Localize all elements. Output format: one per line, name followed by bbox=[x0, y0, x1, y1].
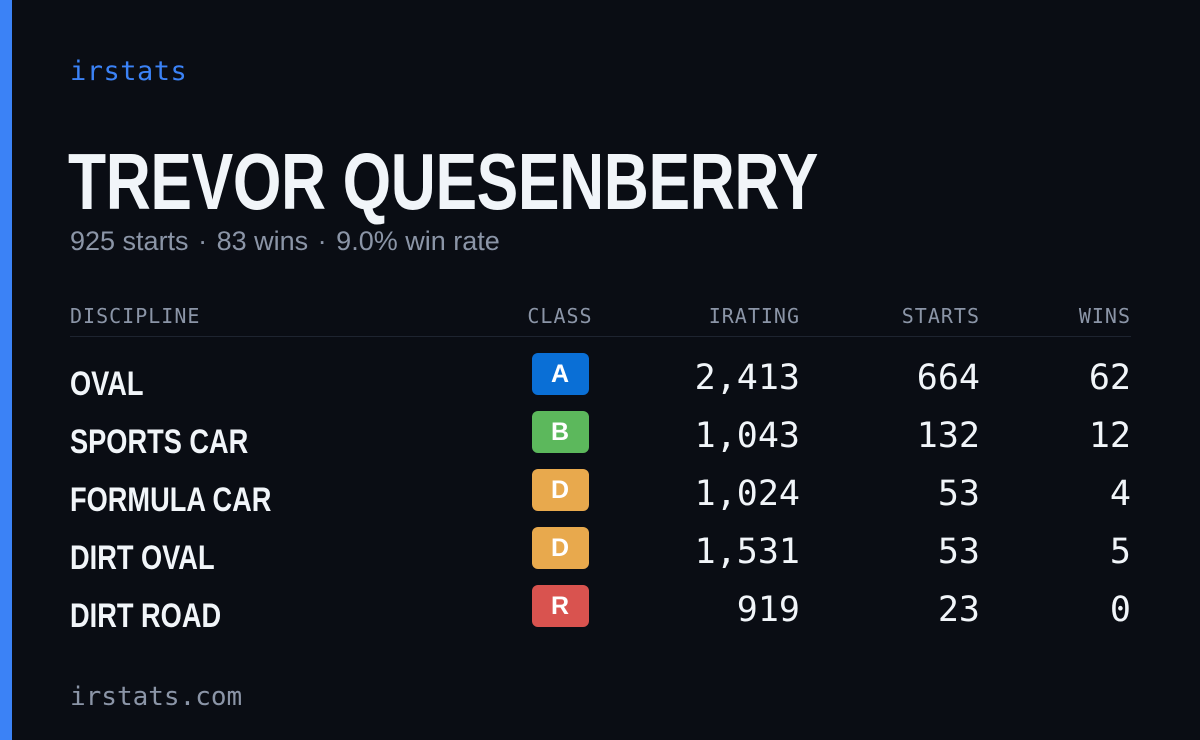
class-cell: B bbox=[490, 407, 630, 465]
brand-logo-text: irstats bbox=[70, 56, 188, 87]
irating-cell: 1,531 bbox=[694, 532, 800, 572]
table-row: DIRT OVAL D 1,531 53 5 bbox=[70, 523, 1131, 581]
header-discipline: DISCIPLINE bbox=[70, 296, 490, 337]
starts-cell: 664 bbox=[916, 358, 980, 398]
summary-starts: 925 starts bbox=[70, 226, 189, 256]
driver-summary: 925 starts · 83 wins · 9.0% win rate bbox=[70, 226, 500, 257]
discipline-cell: SPORTS CAR bbox=[70, 407, 490, 465]
footer-url: irstats.com bbox=[70, 682, 243, 712]
table-row: SPORTS CAR B 1,043 132 12 bbox=[70, 407, 1131, 465]
class-cell: A bbox=[490, 337, 630, 408]
discipline-cell: DIRT OVAL bbox=[70, 523, 490, 581]
discipline-label: SPORTS CAR bbox=[70, 422, 249, 461]
discipline-label: DIRT OVAL bbox=[70, 538, 215, 577]
table-row: OVAL A 2,413 664 62 bbox=[70, 337, 1131, 408]
stats-table: DISCIPLINE CLASS IRATING STARTS WINS OVA… bbox=[70, 296, 1131, 639]
license-class-badge: D bbox=[531, 527, 589, 569]
starts-cell: 23 bbox=[937, 590, 980, 630]
header-wins: WINS bbox=[980, 296, 1131, 337]
license-class-badge: D bbox=[531, 469, 589, 511]
table-row: FORMULA CAR D 1,024 53 4 bbox=[70, 465, 1131, 523]
wins-cell: 5 bbox=[1109, 532, 1131, 572]
header-starts: STARTS bbox=[800, 296, 980, 337]
class-cell: D bbox=[490, 523, 630, 581]
accent-bar bbox=[0, 0, 12, 740]
license-class-badge: B bbox=[531, 411, 589, 453]
discipline-cell: DIRT ROAD bbox=[70, 581, 490, 639]
license-class-badge: A bbox=[531, 353, 589, 395]
wins-cell: 0 bbox=[1109, 590, 1131, 630]
starts-cell: 53 bbox=[937, 474, 980, 514]
discipline-label: OVAL bbox=[70, 364, 144, 403]
wins-cell: 12 bbox=[1088, 416, 1131, 456]
discipline-label: FORMULA CAR bbox=[70, 480, 272, 519]
irating-cell: 1,024 bbox=[694, 474, 800, 514]
summary-separator: · bbox=[317, 226, 327, 256]
discipline-cell: FORMULA CAR bbox=[70, 465, 490, 523]
table-row: DIRT ROAD R 919 23 0 bbox=[70, 581, 1131, 639]
discipline-cell: OVAL bbox=[70, 337, 490, 408]
table-header-row: DISCIPLINE CLASS IRATING STARTS WINS bbox=[70, 296, 1131, 337]
wins-cell: 62 bbox=[1088, 358, 1131, 398]
starts-cell: 132 bbox=[916, 416, 980, 456]
header-class: CLASS bbox=[490, 296, 630, 337]
summary-win-rate: 9.0% win rate bbox=[336, 226, 500, 256]
discipline-label: DIRT ROAD bbox=[70, 596, 222, 635]
header-irating: IRATING bbox=[630, 296, 800, 337]
license-class-badge: R bbox=[531, 585, 589, 627]
summary-separator: · bbox=[198, 226, 208, 256]
class-cell: D bbox=[490, 465, 630, 523]
irating-cell: 919 bbox=[736, 590, 800, 630]
irating-cell: 2,413 bbox=[694, 358, 800, 398]
class-cell: R bbox=[490, 581, 630, 639]
summary-wins: 83 wins bbox=[216, 226, 309, 256]
driver-name: TREVOR QUESENBERRY bbox=[68, 137, 818, 226]
starts-cell: 53 bbox=[937, 532, 980, 572]
wins-cell: 4 bbox=[1109, 474, 1131, 514]
irating-cell: 1,043 bbox=[694, 416, 800, 456]
